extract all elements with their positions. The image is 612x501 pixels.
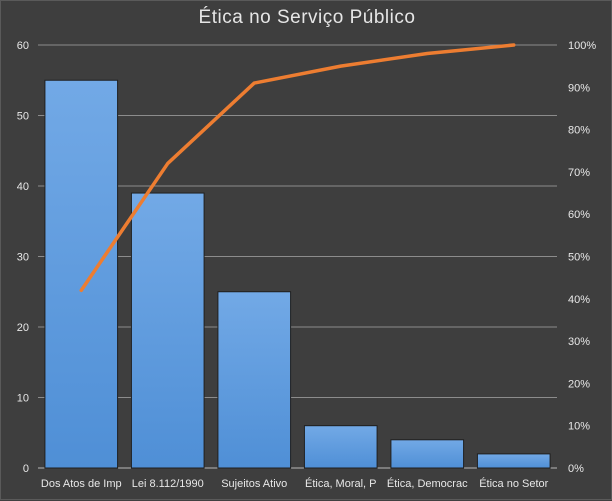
y-left-tick-label: 30 (17, 252, 29, 264)
y-left-tick-label: 0 (23, 463, 29, 475)
y-right-tick-label: 80% (568, 125, 590, 137)
x-category-label: Lei 8.112/1990 (132, 478, 204, 490)
left-axis: 0 10 20 30 40 50 60 (17, 40, 29, 475)
y-left-tick-label: 40 (17, 181, 29, 193)
right-axis: 0% 10% 20% 30% 40% 50% 60% 70% 80% 90% 100% (568, 40, 596, 475)
y-left-tick-label: 20 (17, 322, 29, 334)
y-right-tick-label: 70% (568, 167, 590, 179)
y-left-tick-label: 60 (17, 40, 29, 52)
bar (304, 426, 377, 468)
x-category-label: Ética no Setor (479, 477, 548, 490)
y-left-tick-label: 50 (17, 111, 29, 123)
y-right-tick-label: 20% (568, 378, 590, 390)
bar (218, 292, 291, 468)
y-right-tick-label: 60% (568, 209, 590, 221)
y-right-tick-label: 10% (568, 421, 590, 433)
x-category-label: Ética, Democrac (387, 477, 468, 490)
y-right-tick-label: 0% (568, 463, 584, 475)
category-axis: Dos Atos de Imp Lei 8.112/1990 Sujeitos At… (41, 477, 549, 490)
x-category-label: Sujeitos Ativo (221, 478, 287, 490)
x-category-label: Ética, Moral, P (305, 477, 377, 490)
y-left-tick-label: 10 (17, 393, 29, 405)
y-right-tick-label: 50% (568, 252, 590, 264)
bar (45, 80, 118, 468)
y-right-tick-label: 30% (568, 336, 590, 348)
bar (131, 193, 204, 468)
bar (477, 454, 550, 468)
x-category-label: Dos Atos de Imp (41, 478, 122, 490)
bar-series (45, 80, 550, 468)
y-right-tick-label: 90% (568, 82, 590, 94)
y-right-tick-label: 100% (568, 40, 596, 52)
bar (391, 440, 464, 468)
y-right-tick-label: 40% (568, 294, 590, 306)
